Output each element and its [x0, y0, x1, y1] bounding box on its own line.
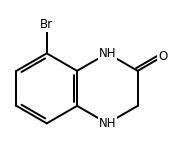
Text: O: O — [158, 50, 167, 63]
Text: NH: NH — [99, 117, 116, 130]
Text: NH: NH — [99, 47, 116, 60]
Text: Br: Br — [40, 18, 53, 31]
